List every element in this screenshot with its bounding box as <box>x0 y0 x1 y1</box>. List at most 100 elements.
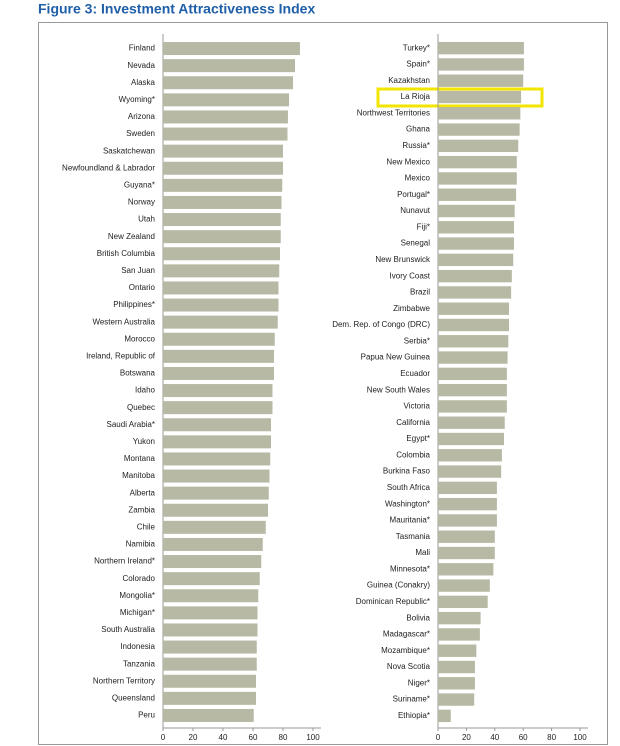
category-label: Arizona <box>128 112 156 121</box>
category-label: Brazil <box>410 288 430 297</box>
bar <box>163 537 263 551</box>
category-label: Manitoba <box>122 471 155 480</box>
category-label: Russia* <box>402 141 430 150</box>
category-label: Nova Scotia <box>387 662 431 671</box>
category-label: Northern Territory <box>93 676 155 685</box>
bar <box>163 384 273 398</box>
bar <box>438 90 522 104</box>
category-label: Zimbabwe <box>393 304 430 313</box>
category-label: Dem. Rep. of Congo (DRC) <box>332 320 430 329</box>
bar <box>438 204 515 218</box>
category-label: Mauritania* <box>390 516 430 525</box>
highlight-box <box>376 87 544 108</box>
category-label: Mali <box>415 548 430 557</box>
bar <box>438 302 509 315</box>
category-label: Victoria <box>403 402 430 411</box>
category-label: Montana <box>124 454 156 463</box>
category-label: New Brunswick <box>375 255 431 264</box>
bar <box>438 58 524 71</box>
bar <box>438 465 502 478</box>
bar <box>438 644 477 657</box>
category-label: San Juan <box>121 266 155 275</box>
category-label: Egypt* <box>406 434 430 443</box>
bar <box>438 546 495 560</box>
x-tick-label: 20 <box>462 733 471 742</box>
frame <box>38 22 608 745</box>
bar <box>163 230 281 244</box>
bar <box>438 335 509 348</box>
x-tick-label: 80 <box>279 733 288 742</box>
bar <box>163 486 269 500</box>
x-tick-label: 100 <box>573 733 587 742</box>
category-label: Newfoundland & Labrador <box>62 163 155 172</box>
category-label: La Rioja <box>401 92 431 101</box>
category-label: Guyana* <box>124 180 155 189</box>
category-label: Washington* <box>385 499 430 508</box>
bar <box>163 315 278 329</box>
category-label: Quebec <box>127 403 155 412</box>
bar <box>163 247 280 261</box>
bar <box>163 332 275 346</box>
category-label: Sweden <box>126 129 155 138</box>
bar <box>438 693 475 706</box>
bar <box>438 677 475 690</box>
category-label: Saudi Arabia* <box>107 420 155 429</box>
category-label: Yukon <box>133 437 155 446</box>
bar <box>163 144 283 158</box>
bar <box>163 195 282 209</box>
bar <box>163 452 271 466</box>
bar <box>163 520 266 534</box>
bar <box>438 530 495 543</box>
bar <box>438 155 517 169</box>
bar <box>438 628 480 641</box>
bar <box>163 640 257 654</box>
bar <box>438 269 512 283</box>
bar <box>438 41 524 55</box>
category-label: Northwest Territories <box>357 108 430 117</box>
category-label: Colombia <box>396 450 430 459</box>
category-label: Kazakhstan <box>388 76 430 85</box>
category-label: Mexico <box>405 174 431 183</box>
category-label: Ecuador <box>400 369 430 378</box>
bar <box>163 503 268 517</box>
bar <box>163 59 295 73</box>
x-tick-label: 40 <box>219 733 228 742</box>
bar <box>163 435 271 449</box>
category-label: Senegal <box>401 239 431 248</box>
bar <box>438 449 502 462</box>
category-label: Guinea (Conakry) <box>367 581 430 590</box>
bar <box>438 563 494 576</box>
x-tick-label: 80 <box>547 733 556 742</box>
bar <box>438 221 514 234</box>
category-label: Namibia <box>126 540 156 549</box>
category-label: Botswana <box>120 369 156 378</box>
category-label: Idaho <box>135 386 156 395</box>
category-label: Turkey* <box>403 43 430 52</box>
bar <box>438 595 488 609</box>
category-label: Nevada <box>127 61 155 70</box>
category-label: Philippines* <box>113 300 155 309</box>
bar <box>438 660 475 674</box>
category-label: Utah <box>138 215 155 224</box>
category-label: Niger* <box>408 678 430 687</box>
category-label: Ghana <box>406 125 431 134</box>
category-label: Northern Ireland* <box>94 557 155 566</box>
bar <box>438 123 520 136</box>
bar <box>163 76 294 90</box>
category-label: Ivory Coast <box>390 271 431 280</box>
bar <box>163 110 288 124</box>
category-label: Chile <box>137 522 156 531</box>
bar <box>438 416 505 429</box>
category-label: Saskatchewan <box>103 146 155 155</box>
category-label: Morocco <box>124 334 155 343</box>
bar <box>438 367 507 381</box>
bar <box>438 139 519 153</box>
bar <box>163 418 271 432</box>
bar <box>163 213 281 227</box>
category-label: Madagascar* <box>383 630 430 639</box>
bar <box>438 172 517 185</box>
figure-title: Figure 3: Investment Attractiveness Inde… <box>38 1 315 17</box>
bar <box>438 237 514 250</box>
category-label: Finland <box>129 44 155 53</box>
bar <box>163 366 274 380</box>
